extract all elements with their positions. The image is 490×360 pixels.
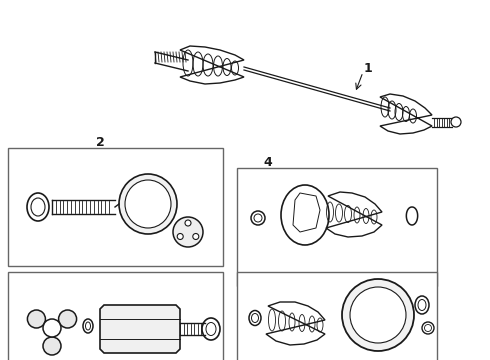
Circle shape xyxy=(254,214,262,222)
Ellipse shape xyxy=(350,287,406,343)
Ellipse shape xyxy=(119,174,177,234)
Ellipse shape xyxy=(206,323,216,336)
Ellipse shape xyxy=(249,310,261,325)
Circle shape xyxy=(193,234,199,239)
Text: 4: 4 xyxy=(264,157,272,170)
Polygon shape xyxy=(100,305,180,353)
Circle shape xyxy=(43,337,61,355)
Circle shape xyxy=(27,310,46,328)
Polygon shape xyxy=(326,192,382,237)
Circle shape xyxy=(43,319,61,337)
Ellipse shape xyxy=(31,198,45,216)
Polygon shape xyxy=(266,302,325,345)
Ellipse shape xyxy=(202,318,220,340)
Circle shape xyxy=(422,322,434,334)
Ellipse shape xyxy=(281,185,329,245)
Bar xyxy=(237,272,437,360)
Circle shape xyxy=(424,324,432,332)
Ellipse shape xyxy=(418,300,426,310)
Ellipse shape xyxy=(173,217,203,247)
Ellipse shape xyxy=(85,322,91,330)
Polygon shape xyxy=(406,207,417,225)
Ellipse shape xyxy=(27,193,49,221)
Ellipse shape xyxy=(251,314,259,323)
Ellipse shape xyxy=(342,279,414,351)
Ellipse shape xyxy=(415,296,429,314)
Circle shape xyxy=(59,310,76,328)
Ellipse shape xyxy=(125,180,171,228)
Circle shape xyxy=(185,220,191,226)
Circle shape xyxy=(251,211,265,225)
Circle shape xyxy=(177,234,183,239)
Bar xyxy=(8,148,223,266)
Circle shape xyxy=(451,117,461,127)
Bar xyxy=(237,168,437,286)
Text: 2: 2 xyxy=(96,136,104,149)
Text: 1: 1 xyxy=(364,62,372,75)
Bar xyxy=(8,272,223,360)
Polygon shape xyxy=(380,94,432,134)
Polygon shape xyxy=(293,193,320,232)
Polygon shape xyxy=(180,46,244,84)
Ellipse shape xyxy=(83,319,93,333)
